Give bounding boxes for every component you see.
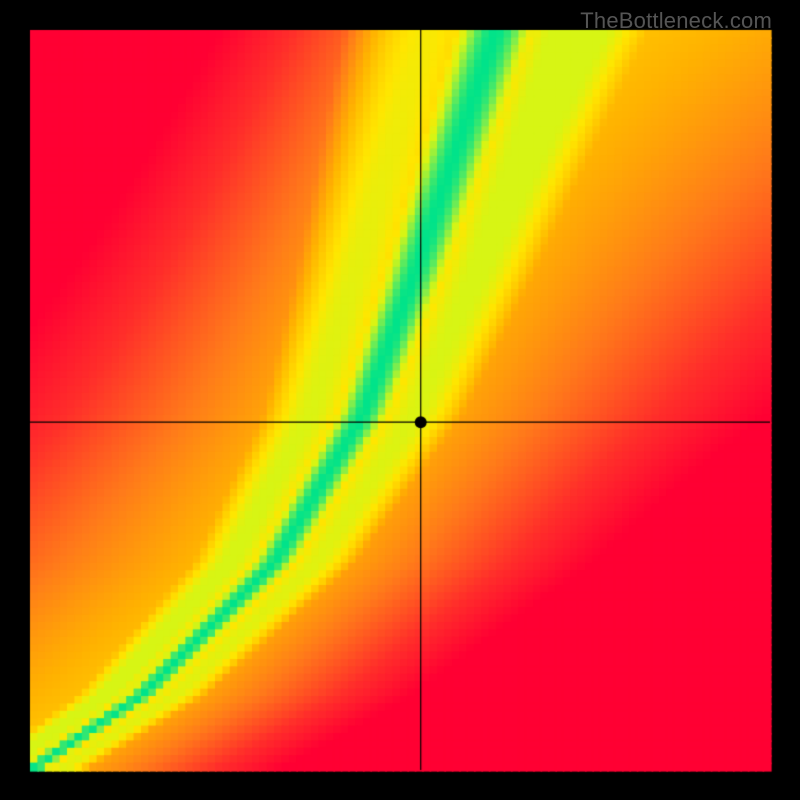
watermark-label: TheBottleneck.com: [580, 8, 772, 34]
bottleneck-heatmap-canvas: [0, 0, 800, 800]
